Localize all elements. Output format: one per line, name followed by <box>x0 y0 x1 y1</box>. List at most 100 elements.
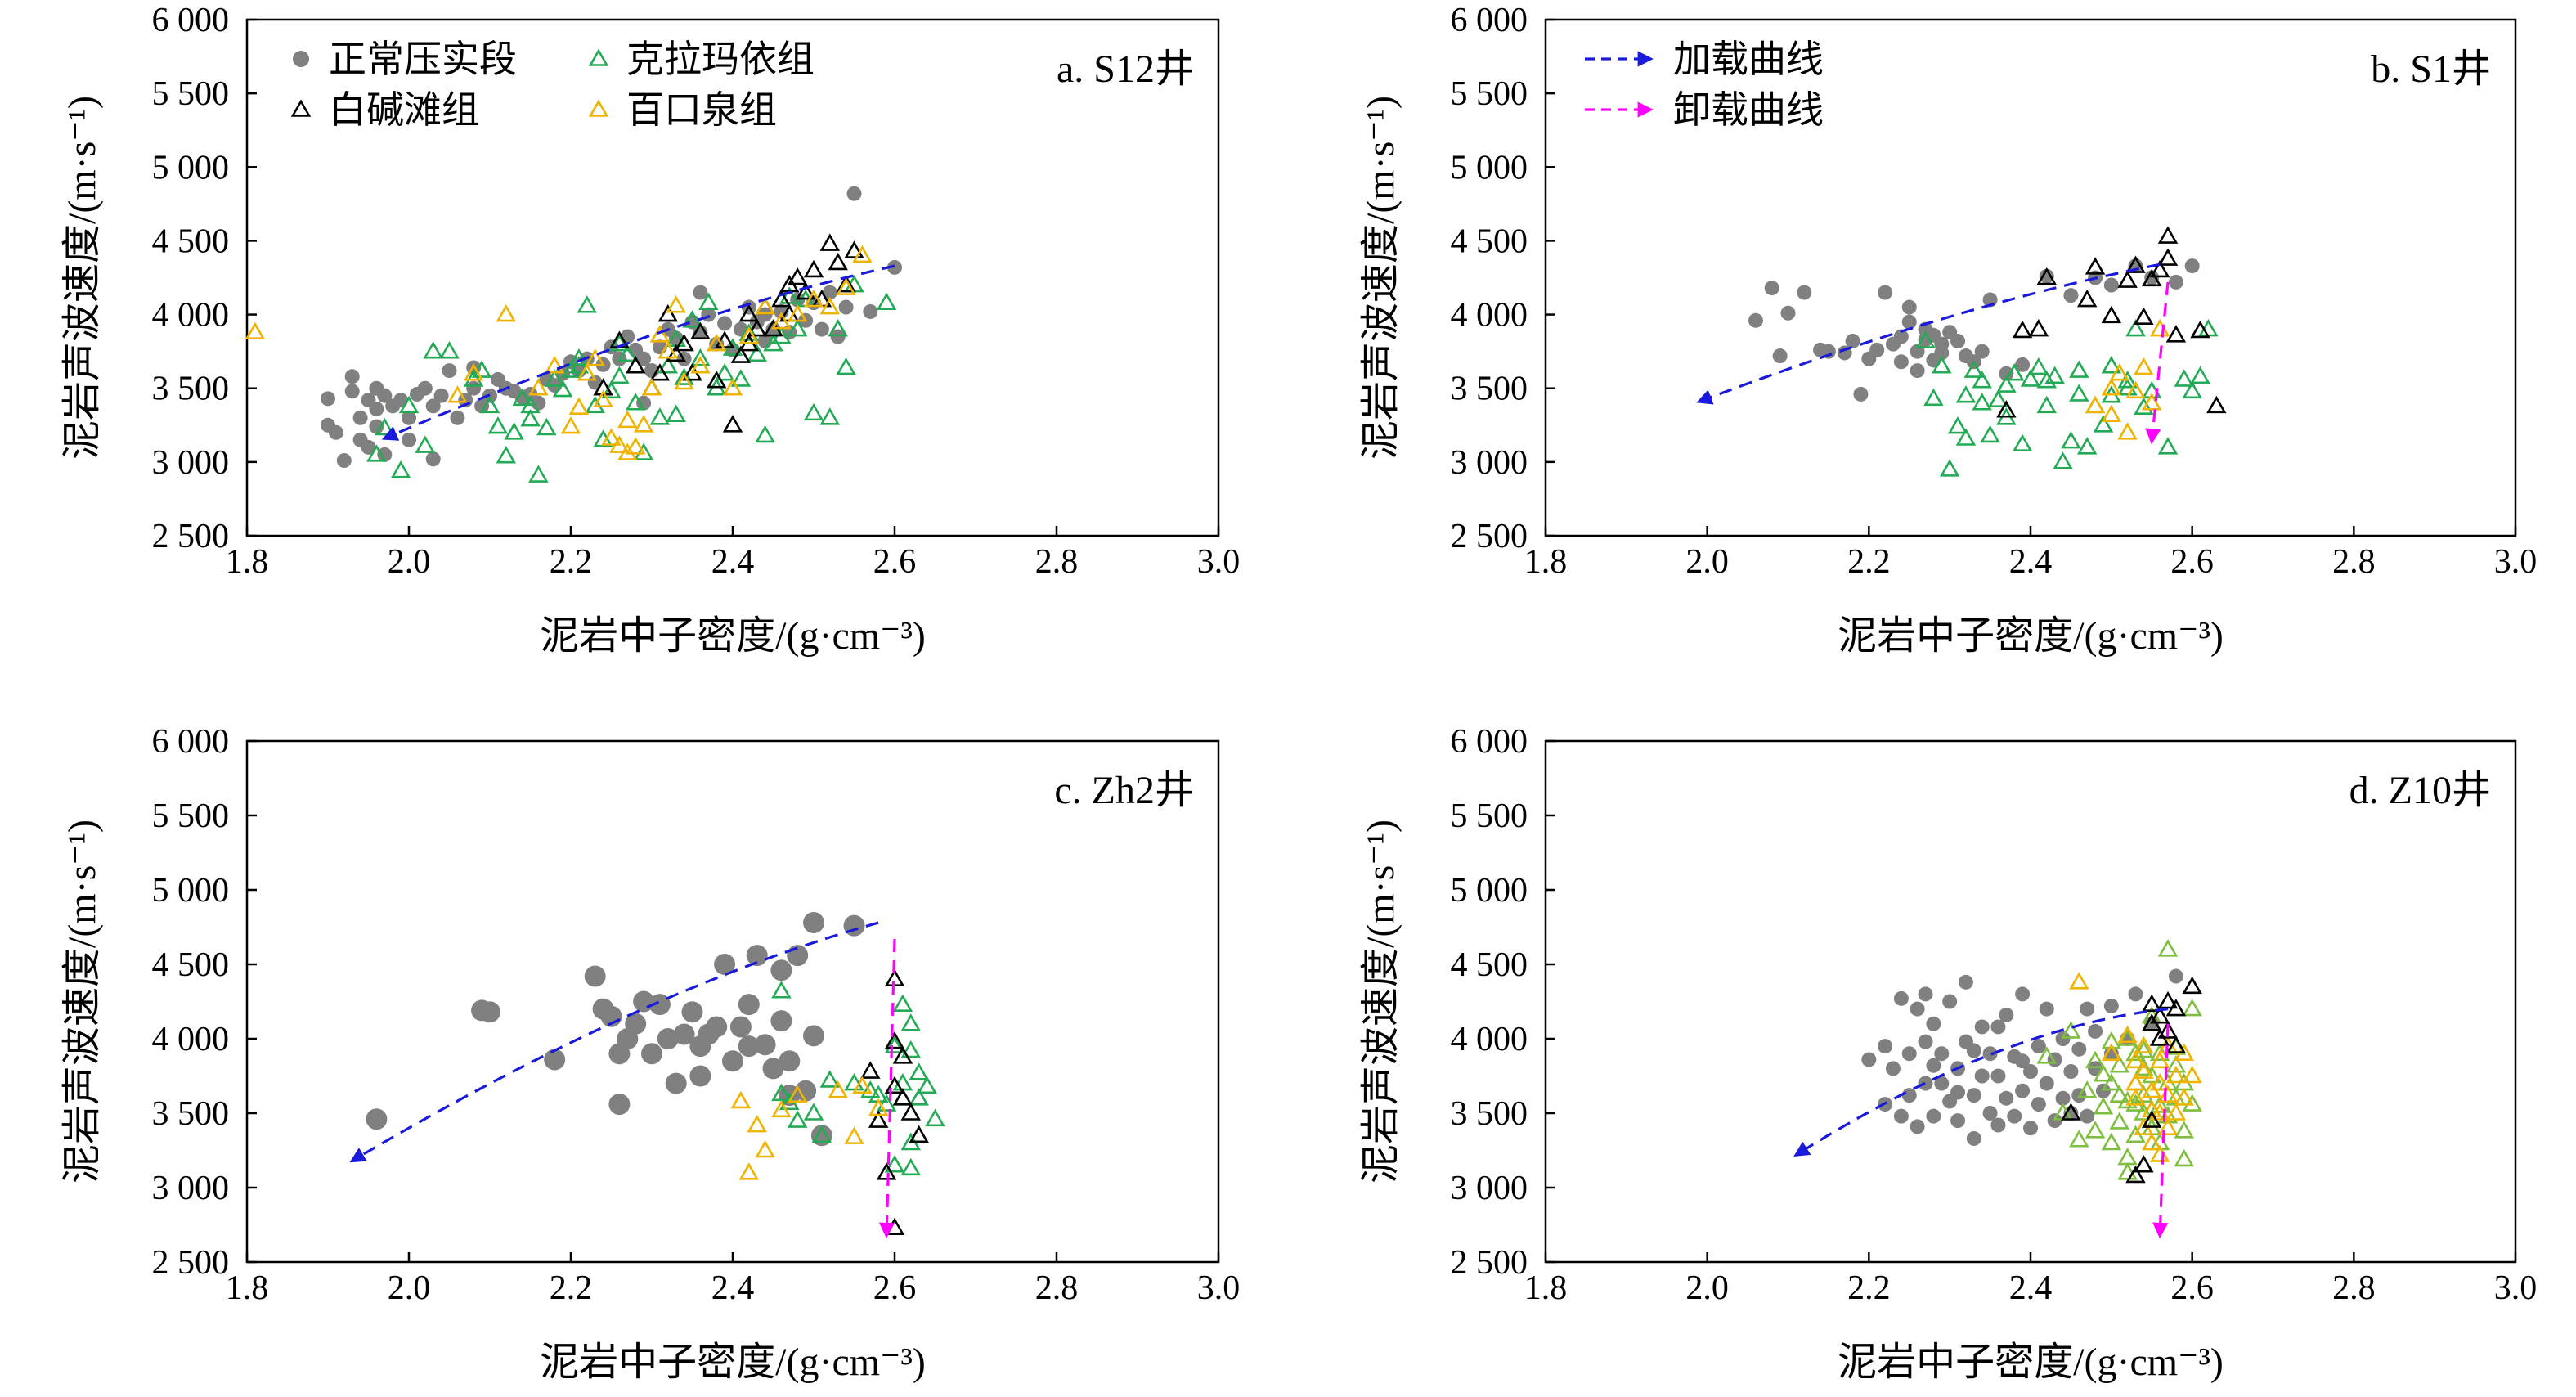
data-point <box>2095 1083 2111 1098</box>
data-point <box>2117 270 2138 288</box>
data-point <box>2103 998 2119 1013</box>
data-point <box>601 428 622 446</box>
data-point <box>2142 1099 2162 1118</box>
data-point <box>803 402 824 421</box>
data-point <box>2080 1001 2095 1017</box>
data-point <box>2157 437 2179 455</box>
data-point <box>2134 1085 2154 1103</box>
data-point <box>803 259 824 278</box>
data-point <box>836 274 856 293</box>
data-point <box>1990 1019 2006 1035</box>
data-point <box>2190 366 2210 384</box>
data-point <box>1963 360 1985 378</box>
data-point <box>447 385 468 403</box>
data-point <box>2157 1085 2179 1103</box>
legend-marker <box>588 99 609 117</box>
data-point <box>730 369 752 387</box>
x-tick-label: 1.8 <box>226 1269 269 1307</box>
data-point <box>2015 1053 2031 1069</box>
unloading-curve <box>878 939 896 1239</box>
data-point <box>2134 1035 2154 1053</box>
data-point <box>1923 388 1944 407</box>
data-point <box>649 407 671 425</box>
data-point <box>1988 389 2008 407</box>
data-point <box>1980 424 2000 443</box>
data-point <box>585 395 605 414</box>
data-point <box>2063 288 2079 303</box>
data-point <box>2085 1050 2106 1069</box>
data-point <box>2101 305 2122 324</box>
data-point <box>474 398 490 414</box>
data-point <box>633 415 654 433</box>
data-point <box>909 1088 929 1106</box>
data-point <box>2168 968 2183 984</box>
data-point <box>609 435 630 453</box>
data-point <box>2103 277 2119 293</box>
y-tick-label: 5 500 <box>1451 797 1528 835</box>
y-axis-label: 泥岩声波速度/(m·s⁻¹) <box>1359 96 1402 460</box>
data-point <box>884 1217 905 1235</box>
x-tick-label: 2.2 <box>550 1269 593 1307</box>
data-point <box>2061 1021 2081 1039</box>
data-point <box>787 945 809 967</box>
data-point <box>738 303 760 322</box>
y-axis-label: 泥岩声波速度/(m·s⁻¹) <box>61 820 104 1184</box>
data-point <box>402 432 416 447</box>
data-point <box>2165 1065 2187 1084</box>
data-point <box>762 1058 784 1080</box>
x-axis-label: 泥岩中子密度/(g·cm⁻³) <box>1838 614 2224 658</box>
data-point <box>608 1094 631 1116</box>
data-point <box>568 348 590 366</box>
data-point <box>2182 976 2202 995</box>
data-point <box>2039 268 2054 284</box>
x-tick-label: 3.0 <box>2494 543 2538 581</box>
data-point <box>674 367 694 385</box>
data-point <box>2117 1162 2138 1180</box>
data-point <box>321 391 335 407</box>
data-point <box>1748 312 1763 328</box>
y-tick-label: 5 000 <box>152 149 230 186</box>
data-point <box>2101 1043 2122 1061</box>
data-point <box>536 417 557 436</box>
data-point <box>666 404 686 422</box>
data-point <box>787 267 808 285</box>
data-point <box>2036 1046 2058 1064</box>
y-tick-label: 2 500 <box>152 518 230 555</box>
data-point <box>2063 1064 2079 1080</box>
y-tick-label: 4 000 <box>152 1021 230 1058</box>
data-point <box>377 447 393 462</box>
x-tick-label: 2.0 <box>1685 1269 1729 1307</box>
data-point <box>2125 1050 2146 1069</box>
data-point <box>2165 1103 2187 1121</box>
data-point <box>771 981 792 999</box>
data-point <box>2142 393 2162 411</box>
data-point <box>674 334 694 352</box>
series-normal <box>321 186 902 469</box>
y-tick-label: 4 500 <box>152 222 230 260</box>
data-point <box>1926 1108 1941 1124</box>
data-point <box>1918 1034 1933 1049</box>
y-tick-label: 3 000 <box>152 444 230 482</box>
y-tick-label: 4 500 <box>1451 946 1528 984</box>
data-point <box>1878 1039 1893 1054</box>
plot-frame <box>245 739 1220 1264</box>
data-point <box>2182 380 2202 399</box>
data-point <box>876 292 897 310</box>
data-point <box>876 1094 897 1112</box>
data-point <box>2109 1055 2129 1073</box>
unloading-curve <box>2152 1023 2170 1239</box>
x-tick-label: 2.4 <box>711 543 755 581</box>
data-point <box>714 330 735 348</box>
data-point <box>1958 974 1973 990</box>
data-point <box>657 303 679 322</box>
y-tick-label: 3 000 <box>1451 1170 1528 1207</box>
data-point <box>471 360 492 378</box>
data-point <box>2174 369 2195 387</box>
data-point <box>2109 1112 2129 1130</box>
data-point <box>585 348 605 366</box>
data-point <box>2093 415 2114 433</box>
plot-frame <box>1544 739 2517 1264</box>
data-point <box>892 1088 913 1106</box>
data-point <box>2182 998 2202 1017</box>
